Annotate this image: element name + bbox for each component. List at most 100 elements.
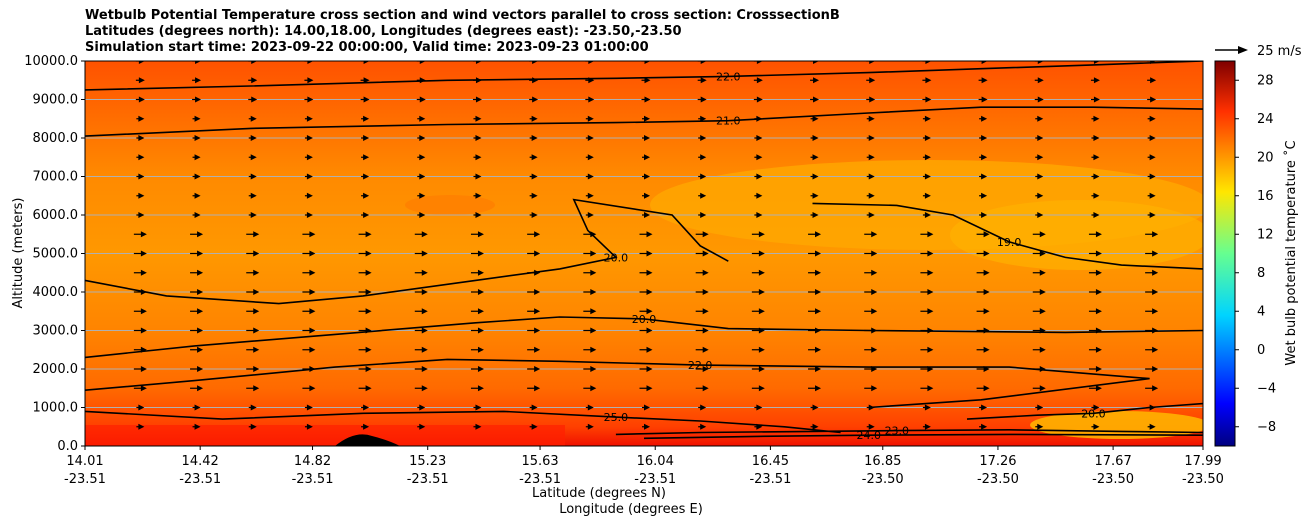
- wind-vector-head: [646, 231, 653, 238]
- wind-vector-head: [702, 231, 709, 238]
- wind-vector-head: [250, 154, 257, 161]
- wind-vector-head: [197, 366, 204, 372]
- wind-vector-head: [756, 135, 763, 141]
- wind-vector-head: [419, 192, 426, 199]
- terrain: [335, 434, 400, 446]
- wind-vector-head: [1037, 96, 1044, 103]
- wind-vector-head: [590, 327, 597, 334]
- wind-vector-head: [195, 61, 202, 64]
- wind-vector-head: [531, 173, 538, 180]
- wind-vector-head: [869, 77, 876, 84]
- wind-vector-head: [587, 135, 594, 141]
- wind-vector-head: [419, 404, 426, 411]
- wind-vector-head: [927, 308, 934, 315]
- wind-vector-head: [365, 385, 372, 392]
- wind-vector-head: [813, 96, 820, 103]
- wind-vector-head: [981, 61, 988, 64]
- y-tick-label: 4000.0: [33, 285, 79, 300]
- wind-vector-head: [813, 61, 820, 64]
- wind-vector-head: [812, 404, 819, 411]
- x-tick-label-lat: 14.01: [66, 454, 103, 469]
- wind-vector-head: [419, 212, 426, 218]
- wind-vector-head: [195, 77, 202, 84]
- wind-vector-head: [815, 289, 822, 295]
- colorbar-tick-label: −4: [1257, 381, 1276, 396]
- wind-vector-head: [1095, 269, 1102, 276]
- chart-title-line-2: Latitudes (degrees north): 14.00,18.00, …: [85, 24, 682, 39]
- wind-vector-head: [590, 289, 597, 295]
- wind-vector-head: [868, 404, 875, 411]
- wind-vector-head: [588, 61, 595, 64]
- wind-vector-head: [756, 154, 763, 161]
- wind-vector-head: [983, 231, 990, 238]
- wind-vector-head: [194, 404, 201, 411]
- contour-label: 20.0: [604, 251, 629, 264]
- wind-vector-head: [756, 96, 763, 103]
- wind-vector-head: [587, 423, 594, 430]
- wind-vector-head: [924, 404, 931, 411]
- wind-vector-head: [1093, 61, 1100, 64]
- wind-vector-head: [421, 385, 428, 392]
- wind-vector-head: [475, 77, 482, 84]
- wind-vector-head: [365, 269, 372, 276]
- wind-vector-head: [702, 308, 709, 315]
- wind-vector-head: [1037, 212, 1044, 218]
- wind-vector-head: [250, 192, 257, 199]
- wind-vector-head: [1093, 96, 1100, 103]
- wind-vector-head: [587, 192, 594, 199]
- contour-line: [85, 358, 1150, 409]
- wind-vector-head: [421, 250, 428, 257]
- y-axis: 0.0 1000.0 2000.0 3000.0 4000.0 5000.0 6000.0 7…: [24, 54, 85, 454]
- wind-vector-head: [477, 327, 484, 334]
- wind-vector-head: [815, 269, 822, 276]
- wind-vector-head: [363, 115, 370, 122]
- wind-vector-head: [983, 385, 990, 392]
- wind-vector-head: [140, 366, 147, 372]
- wind-vector-head: [1095, 308, 1102, 315]
- wind-vector-head: [251, 61, 258, 64]
- wind-vector-head: [363, 96, 370, 103]
- x-tick-label-lon: -23.51: [64, 472, 106, 487]
- wind-vector-head: [532, 77, 539, 84]
- wind-vector-head: [925, 77, 932, 84]
- wind-vector-head: [871, 289, 878, 295]
- wind-vector-head: [421, 289, 428, 295]
- wind-vector-head: [307, 77, 314, 84]
- wind-vector-head: [983, 308, 990, 315]
- wind-vector-head: [700, 154, 707, 161]
- contour-label: 22.0: [688, 359, 713, 372]
- wind-vector-head: [421, 346, 428, 353]
- wind-vector-head: [1093, 404, 1100, 411]
- wind-vector-head: [306, 212, 313, 218]
- wind-vector-head: [194, 212, 201, 218]
- wind-vector-head: [815, 231, 822, 238]
- wind-vector-head: [590, 366, 597, 372]
- wind-vector-head: [1149, 154, 1156, 161]
- wind-vector-head: [363, 404, 370, 411]
- wind-key: 25 m/s: [1215, 44, 1302, 59]
- wind-vector-head: [421, 366, 428, 372]
- wind-vector-head: [250, 212, 257, 218]
- wind-vector-head: [138, 135, 145, 141]
- contour-label: 25.0: [604, 411, 629, 424]
- wind-vector-head: [1037, 173, 1044, 180]
- wind-vector-head: [140, 231, 147, 238]
- wind-vector-head: [983, 250, 990, 257]
- wind-vector-head: [646, 308, 653, 315]
- chart-title-line-3: Simulation start time: 2023-09-22 00:00:…: [85, 40, 649, 55]
- wind-vector-head: [477, 269, 484, 276]
- wind-vector-head: [981, 77, 988, 84]
- colorbar-tick-label: 4: [1257, 304, 1265, 319]
- wind-vector-head: [534, 308, 541, 315]
- wind-vector-head: [758, 269, 765, 276]
- wind-vector-head: [253, 231, 260, 238]
- wind-vector-head: [250, 115, 257, 122]
- wind-vector-head: [309, 269, 316, 276]
- warm-core-region: [950, 200, 1203, 270]
- wind-vector-head: [868, 135, 875, 141]
- x-tick-label-lon: -23.51: [749, 472, 791, 487]
- cool-patch: [405, 195, 495, 215]
- wind-vector-head: [1039, 231, 1046, 238]
- wind-vector-head: [194, 173, 201, 180]
